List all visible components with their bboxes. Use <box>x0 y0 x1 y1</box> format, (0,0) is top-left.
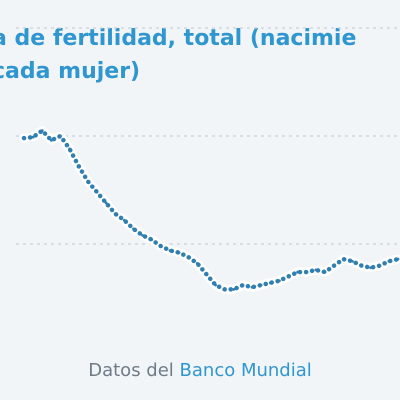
data-point <box>214 283 217 287</box>
source-prefix: Datos del <box>88 360 174 381</box>
data-point <box>68 147 72 151</box>
data-point <box>287 275 290 278</box>
data-point <box>122 218 126 222</box>
data-point <box>205 272 208 276</box>
data-point <box>241 283 245 287</box>
data-point <box>378 264 382 267</box>
data-point <box>360 264 363 267</box>
data-point <box>369 266 373 270</box>
banco-mundial-link[interactable]: Banco Mundial <box>179 360 312 381</box>
data-point <box>232 287 236 291</box>
data-point <box>95 190 99 194</box>
data-point <box>323 270 327 274</box>
data-point <box>332 264 336 267</box>
data-point <box>186 255 190 259</box>
data-point <box>195 262 199 265</box>
data-point <box>259 283 263 287</box>
data-point <box>104 201 108 205</box>
data-point <box>77 164 81 168</box>
data-point <box>305 270 309 274</box>
data-point <box>387 259 391 263</box>
data-point <box>49 138 53 142</box>
data-point <box>59 134 62 138</box>
data-point <box>168 249 172 252</box>
data-point <box>40 129 44 133</box>
data-point <box>150 238 154 242</box>
data-point <box>250 285 254 289</box>
grid-layer <box>16 27 400 245</box>
data-point <box>341 257 345 261</box>
chart-title: a de fertilidad, total (nacimie cada muj… <box>0 22 400 88</box>
chart-title-line-2: cada mujer) <box>0 59 141 84</box>
data-point <box>86 179 90 183</box>
data-point <box>314 268 318 272</box>
chart-title-line-1: a de fertilidad, total (nacimie <box>0 26 357 51</box>
data-point <box>159 244 163 248</box>
data-point <box>396 257 400 261</box>
data-point <box>22 136 26 140</box>
data-point <box>31 135 35 139</box>
fertility-series-line <box>21 128 400 292</box>
series-line-layer <box>19 126 400 294</box>
series-line-halo <box>19 126 400 294</box>
data-point <box>350 259 354 263</box>
data-point <box>296 270 300 274</box>
data-point <box>132 227 135 231</box>
data-point <box>141 233 144 237</box>
data-point <box>278 279 281 283</box>
data-point <box>223 287 227 291</box>
data-point <box>113 212 117 216</box>
source-credit: Datos del Banco Mundial <box>0 360 400 381</box>
data-point <box>268 281 272 285</box>
data-point <box>177 251 181 255</box>
